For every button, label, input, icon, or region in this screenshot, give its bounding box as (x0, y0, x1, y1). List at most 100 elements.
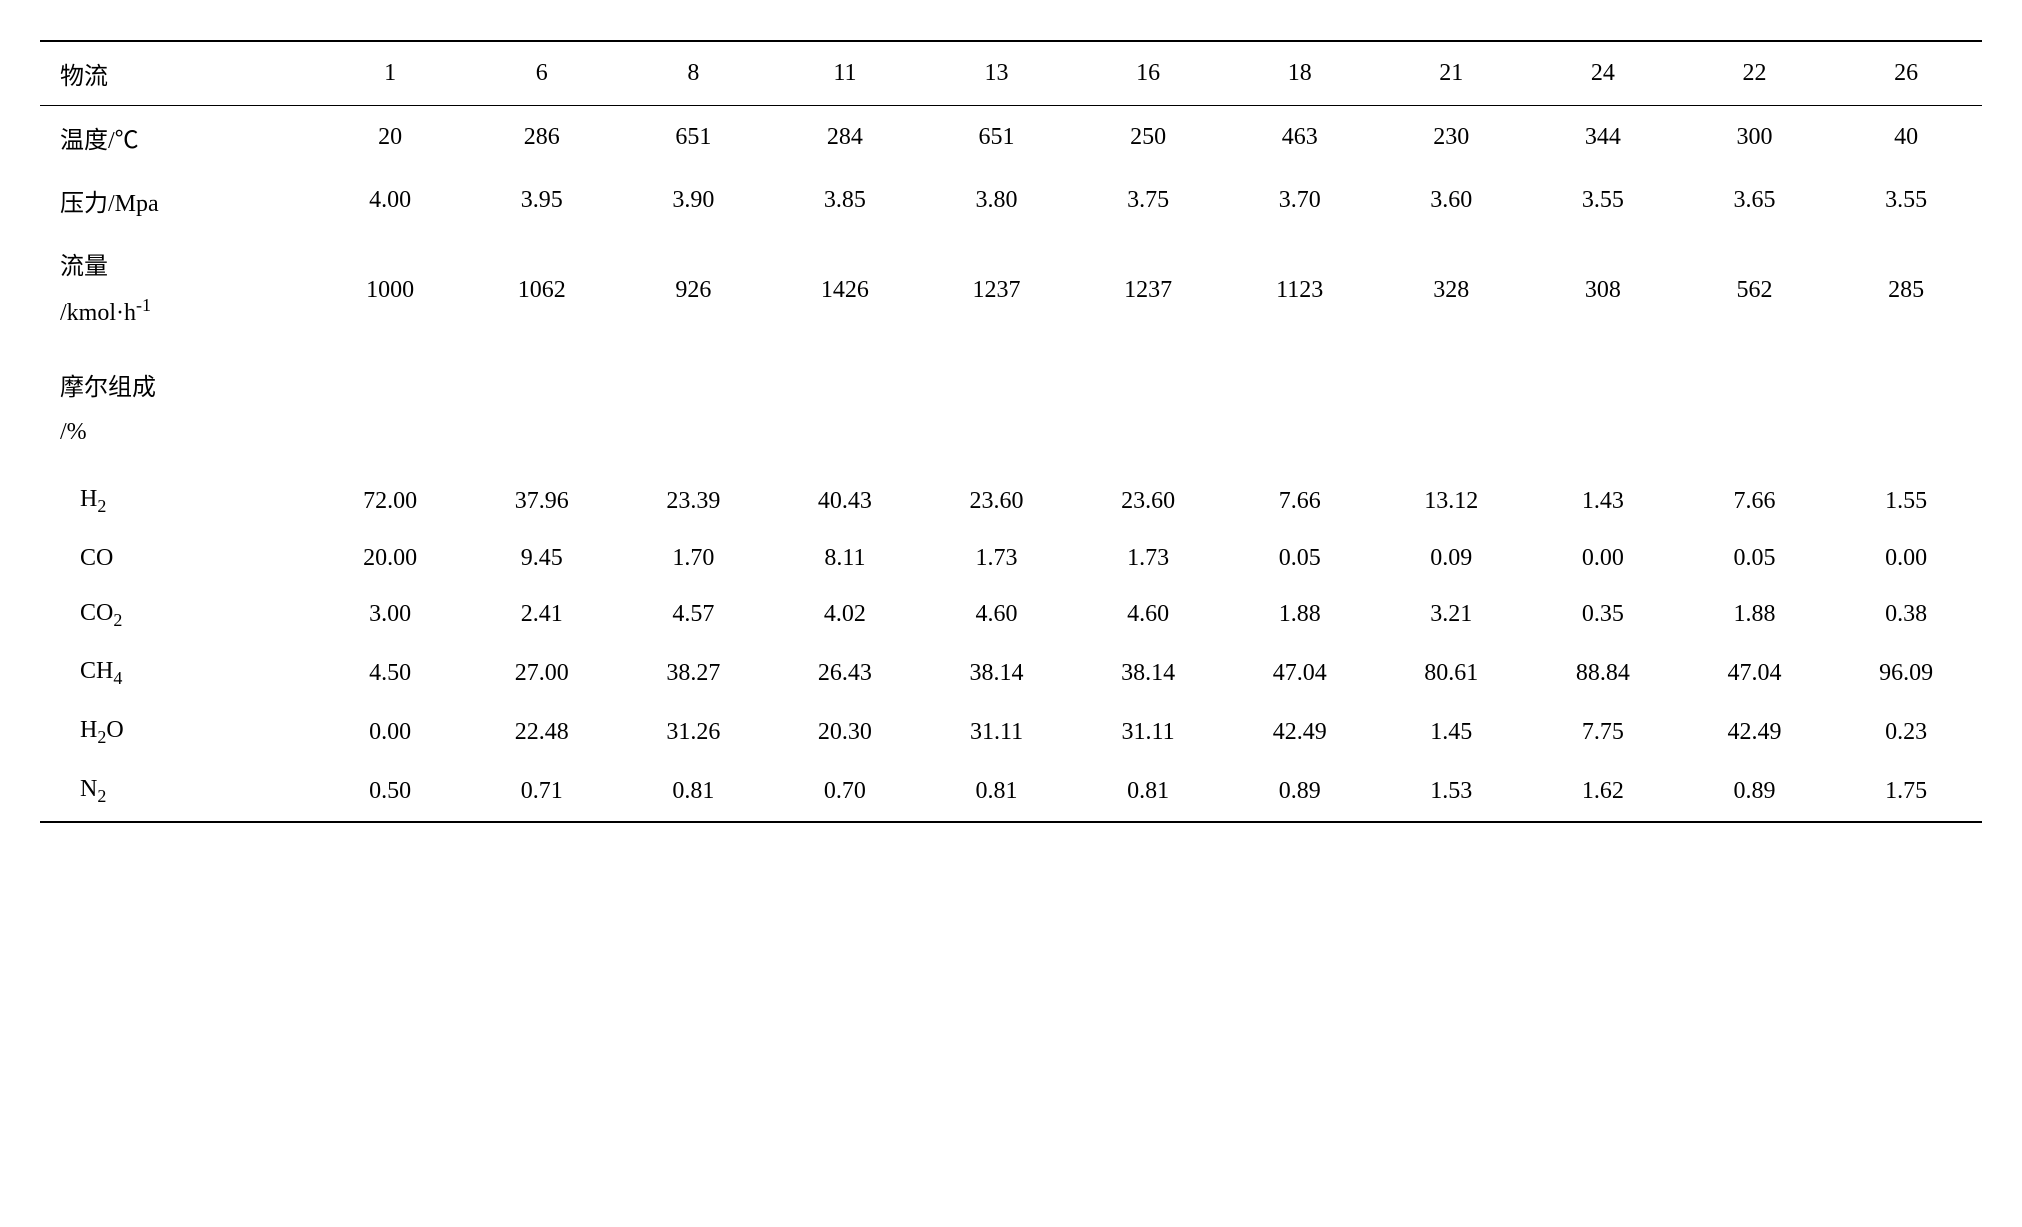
data-cell: 1.75 (1830, 762, 1982, 822)
column-header: 16 (1072, 41, 1224, 106)
column-header: 1 (314, 41, 466, 106)
data-cell: 80.61 (1376, 644, 1528, 703)
data-cell: 463 (1224, 106, 1376, 170)
data-cell: 0.09 (1376, 531, 1528, 586)
stream-data-table: 物流1681113161821242226 温度/℃20286651284651… (40, 40, 1982, 823)
data-cell: 230 (1376, 106, 1528, 170)
data-cell: 22.48 (466, 703, 618, 762)
column-header: 22 (1679, 41, 1831, 106)
data-cell: 20 (314, 106, 466, 170)
data-cell: 3.75 (1072, 169, 1224, 232)
table-row: 流量/kmol·h-110001062926142612371237112332… (40, 232, 1982, 349)
data-cell: 23.39 (618, 472, 770, 531)
data-cell: 3.55 (1527, 169, 1679, 232)
data-cell: 0.81 (921, 762, 1073, 822)
row-label-cell: CO (40, 531, 314, 586)
data-cell: 4.00 (314, 169, 466, 232)
row-label-cell: 温度/℃ (40, 106, 314, 170)
data-cell: 3.65 (1679, 169, 1831, 232)
data-cell: 1062 (466, 232, 618, 349)
data-cell: 42.49 (1679, 703, 1831, 762)
data-cell: 38.27 (618, 644, 770, 703)
data-cell: 47.04 (1224, 644, 1376, 703)
column-header: 24 (1527, 41, 1679, 106)
column-header: 21 (1376, 41, 1528, 106)
data-cell: 1.88 (1679, 586, 1831, 645)
data-cell: 0.38 (1830, 586, 1982, 645)
data-cell: 0.00 (1830, 531, 1982, 586)
data-cell (618, 349, 770, 471)
data-cell: 7.66 (1679, 472, 1831, 531)
data-cell: 23.60 (1072, 472, 1224, 531)
data-cell: 0.81 (1072, 762, 1224, 822)
table-row: H2O0.0022.4831.2620.3031.1131.1142.491.4… (40, 703, 1982, 762)
data-cell: 37.96 (466, 472, 618, 531)
column-header: 26 (1830, 41, 1982, 106)
data-cell: 1.45 (1376, 703, 1528, 762)
data-cell: 3.90 (618, 169, 770, 232)
data-cell: 4.60 (921, 586, 1073, 645)
data-cell (1376, 349, 1528, 471)
row-label-cell: CH4 (40, 644, 314, 703)
data-table-container: 物流1681113161821242226 温度/℃20286651284651… (40, 40, 1982, 823)
data-cell: 0.00 (314, 703, 466, 762)
data-cell: 1237 (1072, 232, 1224, 349)
data-cell: 3.80 (921, 169, 1073, 232)
data-cell: 3.21 (1376, 586, 1528, 645)
data-cell: 31.11 (1072, 703, 1224, 762)
data-cell: 9.45 (466, 531, 618, 586)
data-cell: 651 (618, 106, 770, 170)
data-cell: 7.66 (1224, 472, 1376, 531)
column-header: 11 (769, 41, 921, 106)
data-cell: 0.50 (314, 762, 466, 822)
data-cell: 42.49 (1224, 703, 1376, 762)
data-cell: 4.57 (618, 586, 770, 645)
data-cell: 4.60 (1072, 586, 1224, 645)
data-cell: 38.14 (921, 644, 1073, 703)
table-row: CO20.009.451.708.111.731.730.050.090.000… (40, 531, 1982, 586)
data-cell: 284 (769, 106, 921, 170)
column-header: 8 (618, 41, 770, 106)
data-cell: 88.84 (1527, 644, 1679, 703)
data-cell: 20.00 (314, 531, 466, 586)
data-cell: 0.35 (1527, 586, 1679, 645)
data-cell (466, 349, 618, 471)
data-cell: 0.81 (618, 762, 770, 822)
data-cell (1679, 349, 1831, 471)
data-cell: 0.05 (1224, 531, 1376, 586)
data-cell: 1.43 (1527, 472, 1679, 531)
data-cell: 31.26 (618, 703, 770, 762)
data-cell: 1426 (769, 232, 921, 349)
table-body: 温度/℃2028665128465125046323034430040压力/Mp… (40, 106, 1982, 822)
data-cell: 0.00 (1527, 531, 1679, 586)
data-cell: 0.23 (1830, 703, 1982, 762)
row-label-cell: H2O (40, 703, 314, 762)
column-header: 13 (921, 41, 1073, 106)
data-cell: 562 (1679, 232, 1831, 349)
data-cell: 23.60 (921, 472, 1073, 531)
data-cell: 308 (1527, 232, 1679, 349)
table-header: 物流1681113161821242226 (40, 41, 1982, 106)
data-cell: 285 (1830, 232, 1982, 349)
data-cell: 1123 (1224, 232, 1376, 349)
data-cell: 1000 (314, 232, 466, 349)
data-cell: 20.30 (769, 703, 921, 762)
table-row: H272.0037.9623.3940.4323.6023.607.6613.1… (40, 472, 1982, 531)
data-cell: 31.11 (921, 703, 1073, 762)
data-cell: 3.85 (769, 169, 921, 232)
row-label-cell: H2 (40, 472, 314, 531)
data-cell: 0.89 (1224, 762, 1376, 822)
data-cell: 0.70 (769, 762, 921, 822)
data-cell: 2.41 (466, 586, 618, 645)
data-cell (769, 349, 921, 471)
row-label-cell: 摩尔组成/% (40, 349, 314, 471)
data-cell: 651 (921, 106, 1073, 170)
data-cell: 3.00 (314, 586, 466, 645)
data-cell (314, 349, 466, 471)
row-label-cell: CO2 (40, 586, 314, 645)
data-cell: 250 (1072, 106, 1224, 170)
table-row: CH44.5027.0038.2726.4338.1438.1447.0480.… (40, 644, 1982, 703)
row-label-cell: 压力/Mpa (40, 169, 314, 232)
data-cell: 0.71 (466, 762, 618, 822)
data-cell: 926 (618, 232, 770, 349)
